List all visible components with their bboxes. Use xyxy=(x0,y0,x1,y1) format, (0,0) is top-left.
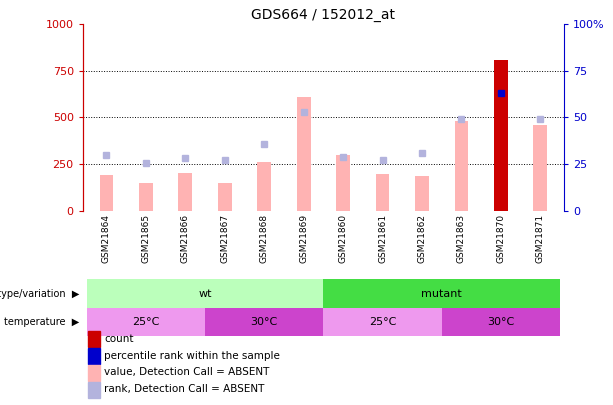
Text: GSM21870: GSM21870 xyxy=(497,214,505,263)
Text: temperature  ▶: temperature ▶ xyxy=(4,317,80,327)
Text: GSM21871: GSM21871 xyxy=(536,214,545,263)
Text: GSM21863: GSM21863 xyxy=(457,214,466,263)
Bar xyxy=(415,176,429,211)
Bar xyxy=(139,183,153,211)
Bar xyxy=(88,348,99,364)
Bar xyxy=(376,174,389,211)
Text: GSM21869: GSM21869 xyxy=(299,214,308,263)
Text: genotype/variation  ▶: genotype/variation ▶ xyxy=(0,289,80,298)
Text: percentile rank within the sample: percentile rank within the sample xyxy=(104,351,280,360)
Bar xyxy=(86,308,205,336)
Text: rank, Detection Call = ABSENT: rank, Detection Call = ABSENT xyxy=(104,384,265,394)
Text: GSM21867: GSM21867 xyxy=(220,214,229,263)
Bar xyxy=(218,183,232,211)
Text: 30°C: 30°C xyxy=(251,317,278,327)
Text: wt: wt xyxy=(198,289,211,298)
Text: 25°C: 25°C xyxy=(369,317,396,327)
Bar xyxy=(324,279,560,308)
Text: GSM21860: GSM21860 xyxy=(338,214,348,263)
Bar xyxy=(454,121,468,211)
Bar xyxy=(178,173,192,211)
Text: GSM21866: GSM21866 xyxy=(181,214,190,263)
Bar xyxy=(336,155,350,211)
Text: value, Detection Call = ABSENT: value, Detection Call = ABSENT xyxy=(104,367,270,377)
Bar xyxy=(533,125,547,211)
Bar xyxy=(88,382,99,398)
Bar xyxy=(86,279,324,308)
Bar xyxy=(297,97,311,211)
Bar xyxy=(494,60,508,211)
Bar xyxy=(88,331,99,347)
Text: GSM21861: GSM21861 xyxy=(378,214,387,263)
Bar xyxy=(88,364,99,381)
Title: GDS664 / 152012_at: GDS664 / 152012_at xyxy=(251,8,395,22)
Text: GSM21862: GSM21862 xyxy=(417,214,427,263)
Text: GSM21868: GSM21868 xyxy=(260,214,268,263)
Bar xyxy=(257,162,271,211)
Bar xyxy=(99,175,113,211)
Text: mutant: mutant xyxy=(421,289,462,298)
Text: 25°C: 25°C xyxy=(132,317,159,327)
Bar xyxy=(205,308,324,336)
Text: 30°C: 30°C xyxy=(487,317,514,327)
Text: count: count xyxy=(104,334,134,344)
Text: GSM21864: GSM21864 xyxy=(102,214,111,263)
Bar xyxy=(324,308,442,336)
Text: GSM21865: GSM21865 xyxy=(142,214,150,263)
Bar xyxy=(442,308,560,336)
